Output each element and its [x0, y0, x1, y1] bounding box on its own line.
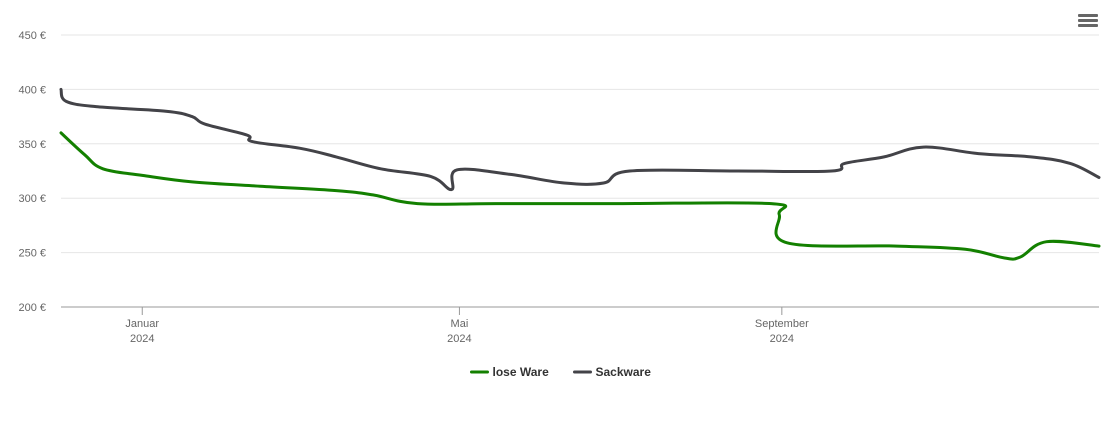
y-tick-label: 400 €	[18, 84, 46, 96]
hamburger-menu-icon[interactable]	[1078, 12, 1098, 30]
x-tick-label-month: September	[755, 318, 809, 330]
legend-item-lose-ware[interactable]: lose Ware	[470, 365, 550, 379]
axis-layer: 200 € 250 € 300 € 350 € 400 € 450 € Januar 2024…	[18, 30, 1099, 345]
y-tick-label: 450 €	[18, 30, 46, 42]
y-tick-label: 350 €	[18, 139, 46, 151]
x-tick-label-year: 2024	[770, 333, 794, 345]
y-tick-label: 200 €	[18, 302, 46, 314]
legend-item-sackware[interactable]: Sackware	[573, 365, 652, 379]
y-tick-label: 300 €	[18, 193, 46, 205]
legend-label: Sackware	[596, 365, 652, 379]
series-line-lose-ware[interactable]	[59, 131, 1101, 261]
x-tick-label-month: Mai	[451, 318, 469, 330]
series-layer	[59, 87, 1101, 261]
x-tick-label-year: 2024	[130, 333, 154, 345]
y-tick-label: 250 €	[18, 248, 46, 260]
legend[interactable]: lose Ware Sackware	[470, 365, 652, 379]
x-tick-label-month: Januar	[125, 318, 159, 330]
x-tick-label-year: 2024	[447, 333, 471, 345]
legend-label: lose Ware	[493, 365, 550, 379]
series-line-sackware[interactable]	[59, 87, 1101, 192]
grid-layer	[61, 34, 1099, 254]
